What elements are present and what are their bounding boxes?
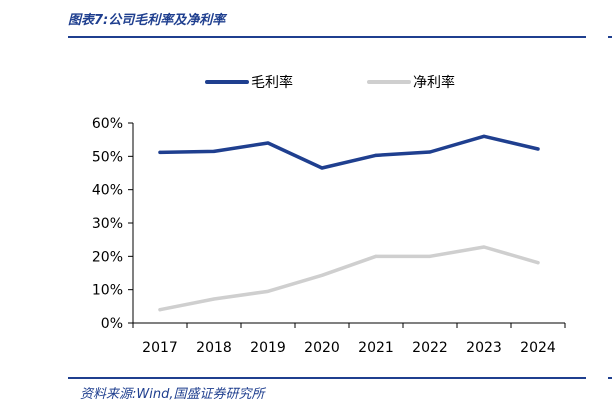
data-point <box>320 166 324 170</box>
legend-label-1: 毛利率 <box>251 74 293 91</box>
legend-label-2: 净利率 <box>413 74 455 91</box>
x-tick-label: 2021 <box>358 340 394 356</box>
figure-title: 图表7:公司毛利率及净利率 <box>68 13 226 28</box>
data-point <box>428 254 432 258</box>
source-rule-stub <box>608 377 612 379</box>
chart-series <box>158 134 540 312</box>
x-tick-label: 2020 <box>304 340 340 356</box>
data-point <box>428 150 432 154</box>
y-tick-label: 50% <box>92 149 123 165</box>
data-point <box>482 134 486 138</box>
series-line-2 <box>158 245 540 312</box>
x-tick-label: 2019 <box>250 340 286 356</box>
title-rule <box>68 36 586 38</box>
source-rule <box>68 377 586 379</box>
x-tick-label: 2018 <box>196 340 232 356</box>
y-tick-label: 30% <box>92 216 123 232</box>
x-tick-label: 2017 <box>142 340 178 356</box>
data-point <box>158 308 162 312</box>
data-point <box>212 149 216 153</box>
data-point <box>320 273 324 277</box>
data-point <box>482 245 486 249</box>
x-tick-label: 2023 <box>466 340 502 356</box>
data-point <box>374 254 378 258</box>
chart-axes: 0% 10% 20% 30% 40% 50% 60% 2017 2018 2019 2020 2021… <box>92 116 566 356</box>
y-tick-label: 60% <box>92 116 123 132</box>
y-tick-label: 0% <box>101 316 123 332</box>
data-point <box>536 147 540 151</box>
data-point <box>212 297 216 301</box>
chart-legend: 毛利率 净利率 <box>205 74 455 91</box>
data-point <box>374 153 378 157</box>
y-tick-label: 10% <box>92 283 123 299</box>
data-point <box>266 289 270 293</box>
x-tick-label: 2022 <box>412 340 448 356</box>
data-point <box>536 261 540 265</box>
series-line-1 <box>158 134 540 170</box>
data-point <box>266 141 270 145</box>
data-point <box>158 150 162 154</box>
title-rule-stub <box>608 36 612 38</box>
y-tick-label: 20% <box>92 249 123 265</box>
x-tick-label: 2024 <box>520 340 556 356</box>
figure-source: 资料来源:Wind,国盛证券研究所 <box>80 387 265 402</box>
y-tick-label: 40% <box>92 183 123 199</box>
